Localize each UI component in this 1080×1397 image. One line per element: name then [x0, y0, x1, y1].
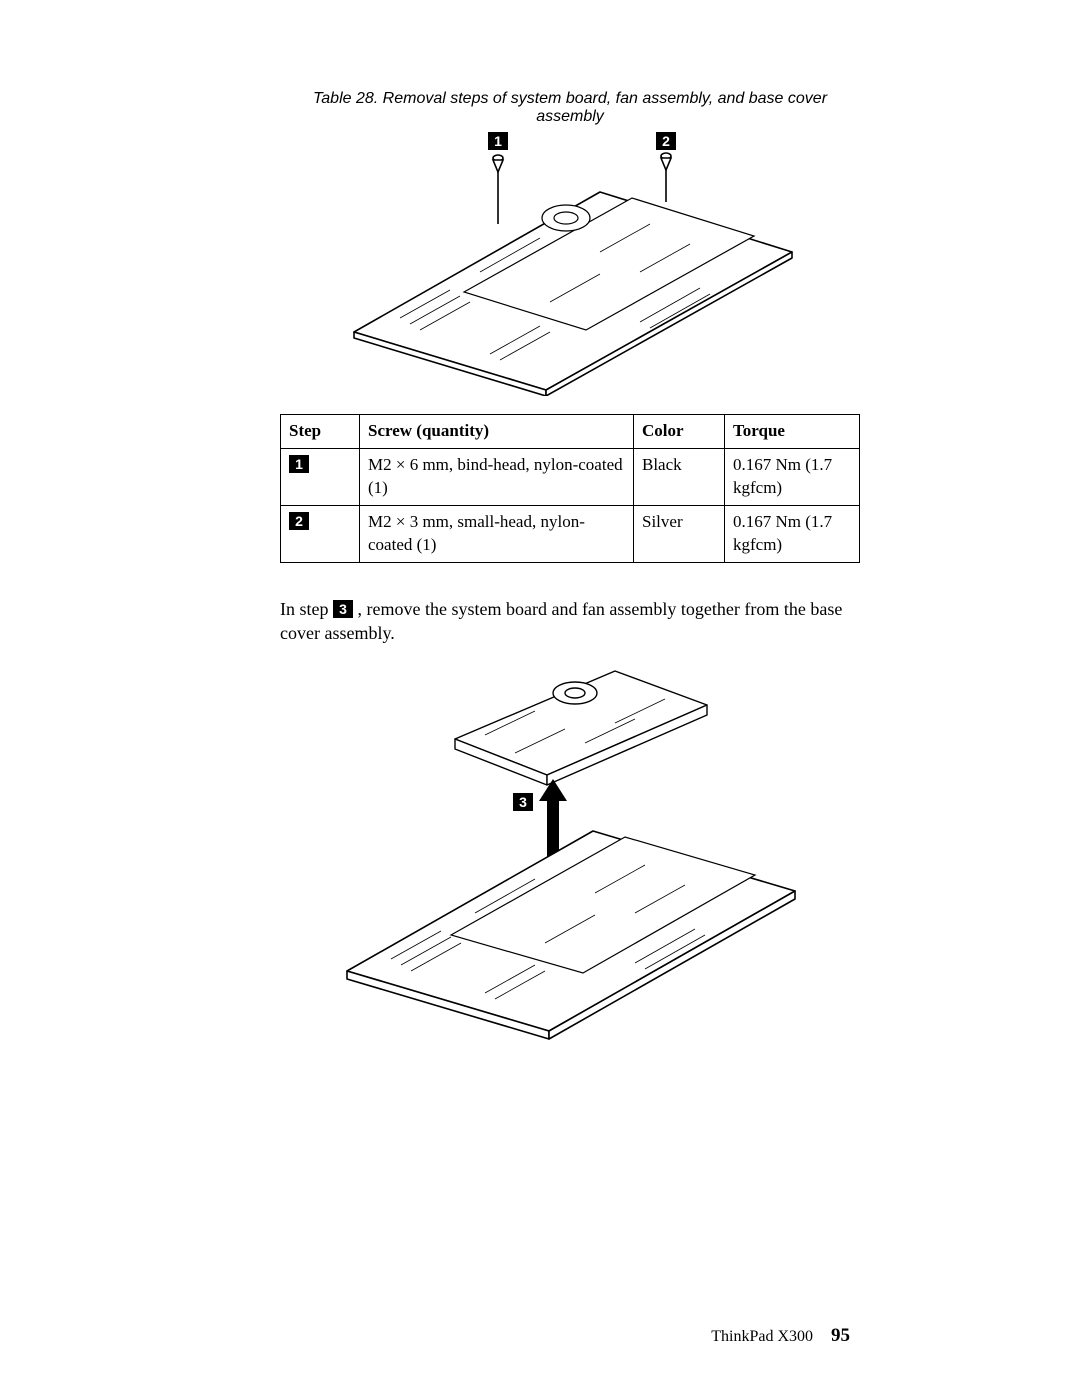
table-caption: Table 28. Removal steps of system board,…	[280, 90, 860, 126]
footer-page-number: 95	[831, 1325, 850, 1346]
page: Table 28. Removal steps of system board,…	[0, 0, 1080, 1397]
step-badge-2: 2	[289, 512, 309, 530]
table-header-row: Step Screw (quantity) Color Torque	[281, 415, 860, 449]
figure-lift-board: 3	[280, 663, 860, 1043]
content-column: Table 28. Removal steps of system board,…	[280, 90, 860, 1043]
callout-1: 1	[494, 133, 502, 149]
page-footer: ThinkPad X300 95	[711, 1325, 850, 1347]
footer-product: ThinkPad X300	[711, 1328, 813, 1345]
cell-step: 2	[281, 505, 360, 562]
diagram-bottom: 3	[335, 663, 805, 1043]
screw-table: Step Screw (quantity) Color Torque 1 M2 …	[280, 414, 860, 563]
figure-base-cover-screws: 1 2	[280, 132, 860, 396]
cell-color: Silver	[634, 505, 725, 562]
diagram-top: 1 2	[340, 132, 800, 396]
th-screw: Screw (quantity)	[360, 415, 634, 449]
para-post: , remove the system board and fan assemb…	[280, 599, 842, 643]
callout-3: 3	[519, 794, 527, 810]
th-torque: Torque	[725, 415, 860, 449]
cell-screw: M2 × 3 mm, small-head, nylon-coated (1)	[360, 505, 634, 562]
cell-screw: M2 × 6 mm, bind-head, nylon-coated (1)	[360, 448, 634, 505]
callout-2: 2	[662, 133, 670, 149]
cell-torque: 0.167 Nm (1.7 kgfcm)	[725, 505, 860, 562]
step-badge-3: 3	[333, 600, 353, 618]
cell-torque: 0.167 Nm (1.7 kgfcm)	[725, 448, 860, 505]
th-step: Step	[281, 415, 360, 449]
table-row: 1 M2 × 6 mm, bind-head, nylon-coated (1)…	[281, 448, 860, 505]
step-badge-1: 1	[289, 455, 309, 473]
th-color: Color	[634, 415, 725, 449]
table-row: 2 M2 × 3 mm, small-head, nylon-coated (1…	[281, 505, 860, 562]
cell-color: Black	[634, 448, 725, 505]
step3-paragraph: In step 3 , remove the system board and …	[280, 597, 860, 646]
cell-step: 1	[281, 448, 360, 505]
para-pre: In step	[280, 599, 333, 619]
